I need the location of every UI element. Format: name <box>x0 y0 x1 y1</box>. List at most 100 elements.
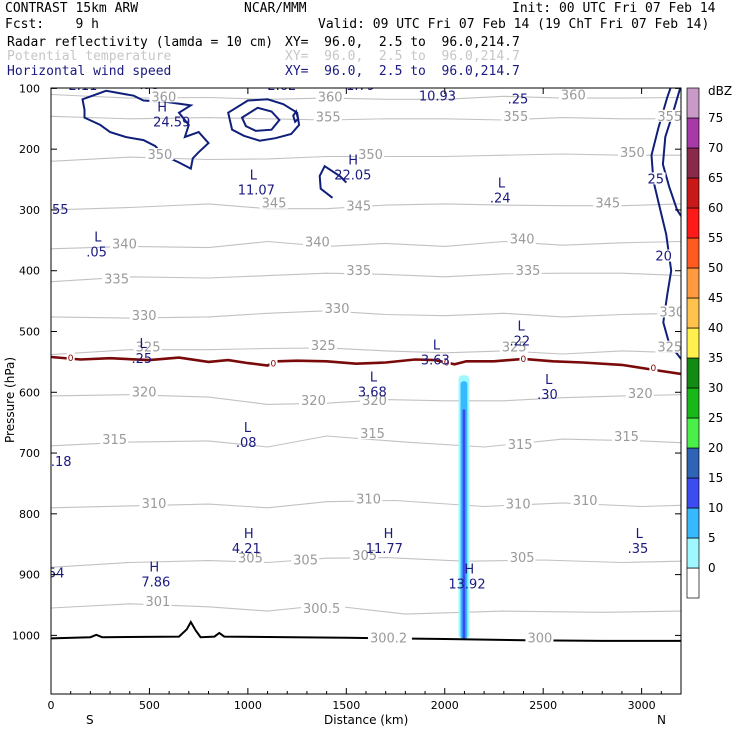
reflectivity-core <box>462 409 466 640</box>
theta-line-325 <box>51 347 681 356</box>
field-theta-xy: XY= 96.0, 2.5 to 96.0,214.7 <box>285 49 520 64</box>
theta-label: 335 <box>346 264 371 279</box>
theta-label-bg <box>302 235 331 248</box>
field-wind-name: Horizontal wind speed <box>7 64 172 79</box>
extremum-value: 24.59 <box>153 115 190 130</box>
theta-label-bg <box>499 340 528 353</box>
colorbar-level-label: 5 <box>708 531 716 545</box>
extremum-value: 3.68 <box>358 385 387 400</box>
colorbar-level-label: 70 <box>708 141 723 155</box>
theta-label-bg <box>133 340 162 353</box>
extremum-value: 2.62 <box>267 79 296 94</box>
theta-label-bg <box>259 196 288 209</box>
colorbar-swatch <box>686 117 700 149</box>
theta-label: 355 <box>503 110 528 125</box>
theta-line-330 <box>51 310 681 319</box>
wind-contour <box>240 106 281 132</box>
theta-label-bg <box>507 551 536 564</box>
theta-label-bg <box>501 109 530 122</box>
theta-label: 335 <box>104 273 129 288</box>
theta-line-355 <box>51 115 681 121</box>
theta-label-bg <box>299 394 328 407</box>
theta-label: 305 <box>293 553 318 568</box>
extremum-value: 7.86 <box>141 576 170 591</box>
theta-label: 305 <box>510 551 535 566</box>
colorbar-level-label: 15 <box>708 471 723 485</box>
stratosphere-isentrope <box>51 81 681 83</box>
low-marker: L <box>250 169 258 184</box>
colorbar-level-label: 40 <box>708 321 723 335</box>
colorbar-level-label: 45 <box>708 291 723 305</box>
theta-label: 350 <box>147 148 172 163</box>
extremum-value: .24 <box>490 191 511 206</box>
high-marker: H <box>157 100 167 115</box>
theta-label-bg <box>507 232 536 245</box>
y-tick-label: 1000 <box>12 629 40 642</box>
theta-label-bg <box>139 496 168 509</box>
theta-label: 300 <box>527 631 552 646</box>
theta-label-bg <box>313 110 342 123</box>
stratosphere-isentrope <box>51 77 681 79</box>
low-marker: L <box>147 63 155 78</box>
theta-label: 360 <box>151 90 176 105</box>
x-tick-label: 2500 <box>529 699 557 712</box>
colorbar-level-label: 75 <box>708 111 723 125</box>
colorbar-swatch <box>686 207 700 239</box>
institution-label: NCAR/MMM <box>244 1 307 16</box>
theta-label: 300.2 <box>370 631 407 646</box>
axes: 0 500 1000 1500 2000 2500 30001002003004005006… <box>12 82 682 712</box>
wind-contour-label: 20 <box>655 250 672 265</box>
extremum-value: 1.79 <box>346 79 375 94</box>
colorbar-level-label: 30 <box>708 381 723 395</box>
theta-label: 345 <box>262 197 287 212</box>
theta-label-bg <box>129 309 158 322</box>
theta-label-bg <box>558 88 587 101</box>
zero-isotherm-label: 0 <box>521 355 527 365</box>
theta-label-bg <box>367 631 412 644</box>
x-axis-title: Distance (km) <box>324 713 408 727</box>
theta-label: 355 <box>657 110 682 125</box>
theta-label: 360 <box>561 89 586 104</box>
theta-label-bg <box>593 196 622 209</box>
colorbar-swatch <box>686 447 700 479</box>
theta-label: 300.5 <box>303 602 340 617</box>
theta-label: 305 <box>238 552 263 567</box>
extremum-value: 2.11 <box>68 79 97 94</box>
stratosphere-isentrope <box>51 60 681 62</box>
colorbar-swatch <box>686 87 700 119</box>
zero-isotherm: 0 0 0 0 0 <box>51 352 681 376</box>
x-tick-label: 1000 <box>234 699 262 712</box>
theta-label: 360 <box>318 90 343 105</box>
theta-label: 310 <box>356 493 381 508</box>
theta-label-bg <box>354 492 383 505</box>
extremum-value: 22.05 <box>334 168 371 183</box>
low-marker: L <box>364 64 372 79</box>
y-tick-label: 500 <box>19 326 40 339</box>
colorbar-level-label: 25 <box>708 411 723 425</box>
theta-label: 310 <box>142 497 167 512</box>
y-tick-label: 200 <box>19 143 40 156</box>
theta-label: 315 <box>102 433 127 448</box>
stratosphere-isentrope <box>51 79 681 81</box>
low-marker: L <box>516 77 524 92</box>
theta-label-bg <box>503 497 532 510</box>
theta-label: 320 <box>132 386 157 401</box>
extremum-value: .22 <box>510 334 531 349</box>
theta-label-bg <box>129 385 158 398</box>
model-title: CONTRAST 15km ARW <box>5 1 139 16</box>
wind-contour <box>227 98 301 142</box>
theta-label-bg <box>102 272 131 285</box>
extremum-value: 11.77 <box>366 542 403 557</box>
zero-label-bg <box>442 356 451 367</box>
y-axis-title: Pressure (hPa) <box>3 357 17 443</box>
terrain-line <box>51 619 681 642</box>
forecast-hour: Fcst: 9 h <box>5 17 99 32</box>
theta-label-bg <box>110 237 139 250</box>
low-marker: L <box>370 370 378 385</box>
high-marker: H <box>149 561 159 576</box>
theta-label: 330 <box>132 309 157 324</box>
theta-label-bg <box>100 433 129 446</box>
theta-label-bg <box>344 264 373 277</box>
colorbar-unit: dBZ <box>708 84 732 98</box>
